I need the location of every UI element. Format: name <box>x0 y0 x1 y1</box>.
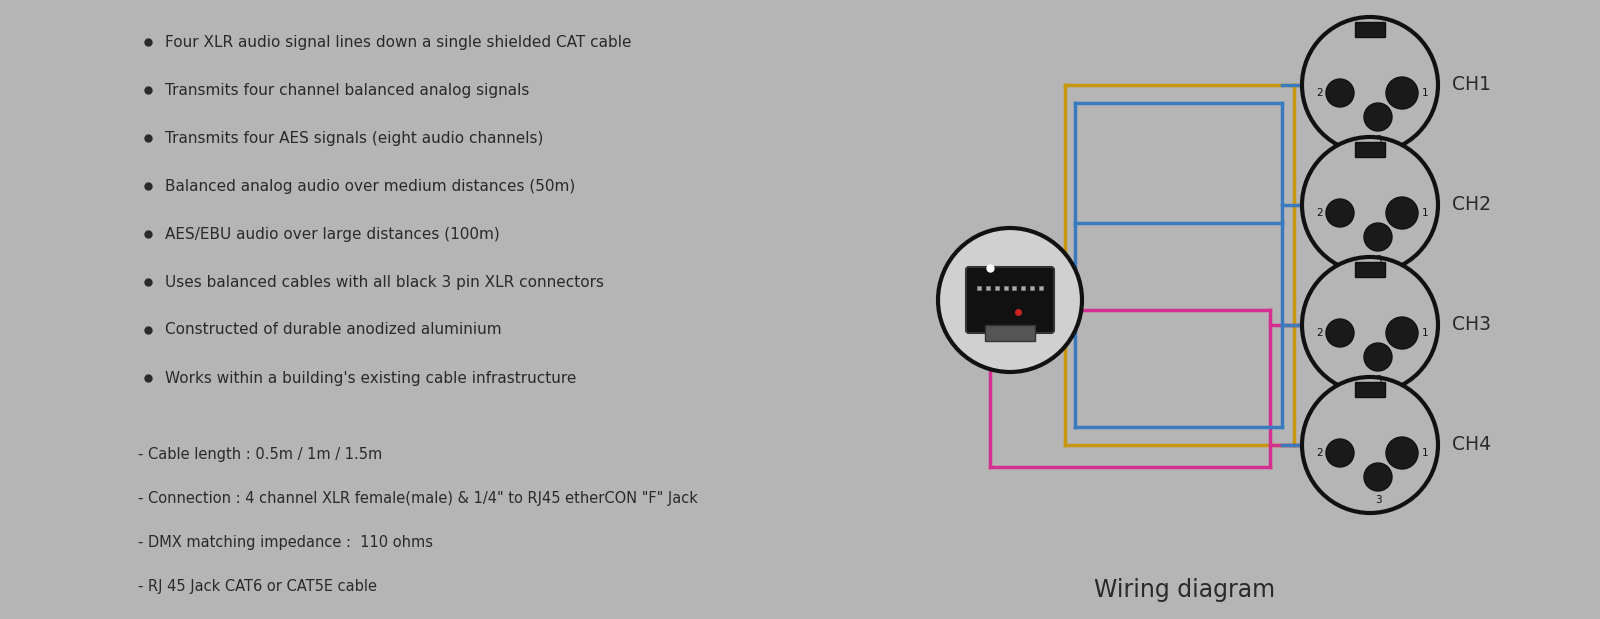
Text: 3: 3 <box>1374 255 1381 265</box>
Text: - Cable length : 0.5m / 1m / 1.5m: - Cable length : 0.5m / 1m / 1.5m <box>138 446 382 462</box>
Text: - Connection : 4 channel XLR female(male) & 1/4" to RJ45 etherCON "F" Jack: - Connection : 4 channel XLR female(male… <box>138 490 698 506</box>
Text: Constructed of durable anodized aluminium: Constructed of durable anodized aluminiu… <box>165 322 502 337</box>
Bar <box>1355 262 1386 277</box>
Text: AES/EBU audio over large distances (100m): AES/EBU audio over large distances (100m… <box>165 227 499 241</box>
Circle shape <box>1326 319 1354 347</box>
Circle shape <box>1326 79 1354 107</box>
Circle shape <box>1386 437 1418 469</box>
Text: Wiring diagram: Wiring diagram <box>1094 578 1275 602</box>
Text: 2: 2 <box>1317 208 1323 218</box>
Text: CH2: CH2 <box>1453 196 1491 215</box>
Text: 2: 2 <box>1317 88 1323 98</box>
Text: Transmits four AES signals (eight audio channels): Transmits four AES signals (eight audio … <box>165 131 544 145</box>
Text: CH3: CH3 <box>1453 316 1491 334</box>
Circle shape <box>1302 137 1438 273</box>
Circle shape <box>1386 317 1418 349</box>
Text: 2: 2 <box>1317 328 1323 338</box>
Bar <box>1355 382 1386 397</box>
Circle shape <box>1363 103 1392 131</box>
Circle shape <box>1326 439 1354 467</box>
Text: Works within a building's existing cable infrastructure: Works within a building's existing cable… <box>165 371 576 386</box>
Text: Transmits four channel balanced analog signals: Transmits four channel balanced analog s… <box>165 82 530 98</box>
Text: 1: 1 <box>1422 448 1429 458</box>
Text: 2: 2 <box>1317 448 1323 458</box>
Circle shape <box>1386 77 1418 109</box>
Text: - RJ 45 Jack CAT6 or CAT5E cable: - RJ 45 Jack CAT6 or CAT5E cable <box>138 579 378 594</box>
Circle shape <box>1302 377 1438 513</box>
Text: 3: 3 <box>1374 135 1381 145</box>
Text: 1: 1 <box>1422 88 1429 98</box>
Circle shape <box>1386 197 1418 229</box>
Bar <box>986 325 1035 341</box>
Text: 3: 3 <box>1374 375 1381 385</box>
Text: 3: 3 <box>1374 495 1381 505</box>
Text: Uses balanced cables with all black 3 pin XLR connectors: Uses balanced cables with all black 3 pi… <box>165 274 605 290</box>
Circle shape <box>1302 17 1438 153</box>
Bar <box>1355 22 1386 37</box>
Circle shape <box>938 228 1082 372</box>
Circle shape <box>1326 199 1354 227</box>
Circle shape <box>1363 343 1392 371</box>
Text: CH1: CH1 <box>1453 76 1491 95</box>
Circle shape <box>1363 223 1392 251</box>
Text: - DMX matching impedance :  110 ohms: - DMX matching impedance : 110 ohms <box>138 534 434 550</box>
Text: 1: 1 <box>1422 208 1429 218</box>
Bar <box>1355 142 1386 157</box>
Text: 1: 1 <box>1422 328 1429 338</box>
Circle shape <box>1302 257 1438 393</box>
Text: Four XLR audio signal lines down a single shielded CAT cable: Four XLR audio signal lines down a singl… <box>165 35 632 50</box>
Circle shape <box>1363 463 1392 491</box>
Text: CH4: CH4 <box>1453 436 1491 454</box>
Text: Balanced analog audio over medium distances (50m): Balanced analog audio over medium distan… <box>165 178 576 194</box>
FancyBboxPatch shape <box>966 267 1054 333</box>
